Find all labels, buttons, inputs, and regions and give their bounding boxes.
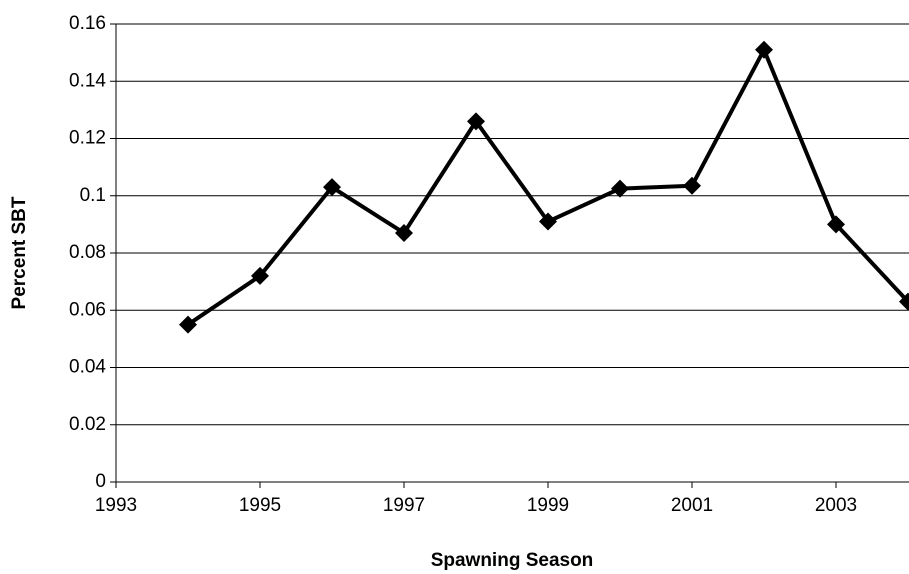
y-tick-label: 0.06 xyxy=(69,299,106,320)
data-point xyxy=(395,223,413,242)
data-point xyxy=(899,292,909,311)
data-point xyxy=(611,179,629,198)
y-tick-label: 0.1 xyxy=(80,185,106,206)
x-tick-label: 2001 xyxy=(671,495,713,516)
y-tick-label: 0.04 xyxy=(69,357,106,378)
data-point xyxy=(683,176,701,195)
y-tick-label: 0.02 xyxy=(69,414,106,435)
x-tick-label: 2003 xyxy=(815,495,857,516)
y-tick-label: 0 xyxy=(95,471,106,492)
data-point xyxy=(755,40,773,59)
y-tick-label: 0.14 xyxy=(69,70,106,91)
data-point xyxy=(467,112,485,131)
x-tick-label: 1995 xyxy=(239,495,281,516)
y-tick-label: 0.16 xyxy=(69,13,106,34)
x-tick-label: 1999 xyxy=(527,495,569,516)
x-tick-label: 1997 xyxy=(383,495,425,516)
y-tick-label: 0.08 xyxy=(69,242,106,263)
y-axis-title: Percent SBT xyxy=(9,196,30,309)
x-axis-title: Spawning Season xyxy=(431,550,594,571)
y-tick-label: 0.12 xyxy=(69,128,106,149)
x-tick-label: 1993 xyxy=(95,495,137,516)
data-point xyxy=(179,315,197,334)
data-point xyxy=(539,212,557,231)
data-point xyxy=(251,266,269,285)
data-point xyxy=(827,215,845,234)
data-point xyxy=(323,178,341,197)
